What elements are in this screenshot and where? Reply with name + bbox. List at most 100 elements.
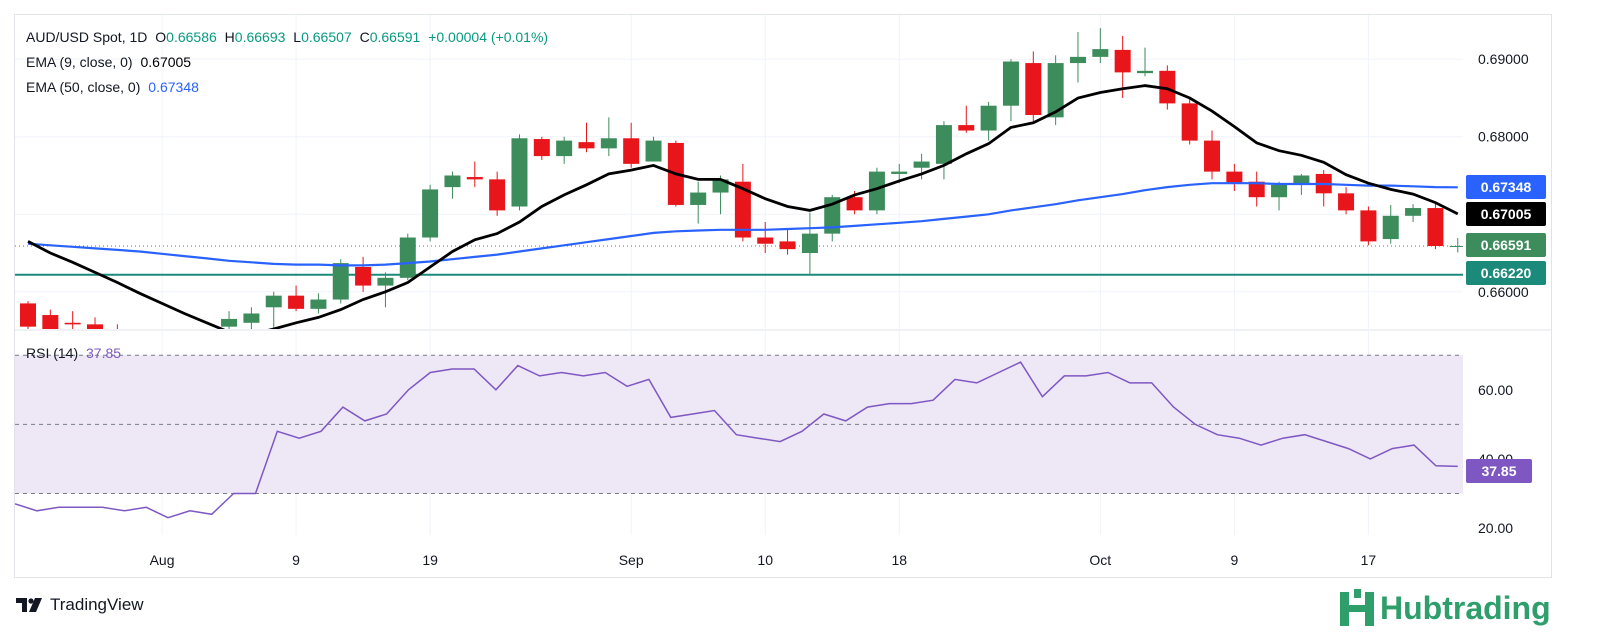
legend-ema50-value: 0.67348: [148, 79, 199, 95]
candle-body: [1338, 193, 1355, 211]
x-tick-label: Oct: [1089, 552, 1111, 568]
candle-body: [1025, 63, 1042, 116]
x-tick-label: 18: [891, 552, 907, 568]
price-tick-label: 0.68000: [1478, 129, 1529, 145]
candle-body: [1360, 210, 1377, 242]
candle-body: [1047, 63, 1064, 118]
candle-body: [288, 295, 305, 309]
candle-body: [757, 237, 774, 244]
candle-body: [1449, 245, 1463, 247]
candle-down: [734, 163, 751, 242]
candle-body: [243, 313, 260, 323]
candle-body: [645, 140, 662, 162]
candle-body: [623, 138, 640, 164]
candle-up: [556, 136, 573, 164]
candle-body: [221, 318, 238, 327]
candle-body: [1137, 70, 1153, 74]
candle-body: [868, 171, 885, 211]
candle-body: [1114, 49, 1131, 73]
candle-up: [645, 136, 662, 162]
candle-down: [757, 222, 774, 254]
legend-low-label: L: [293, 29, 302, 45]
candle-up: [935, 121, 952, 180]
legend-high-label: H: [224, 29, 235, 45]
x-tick-label: Sep: [619, 552, 644, 568]
candle-body: [109, 334, 125, 338]
candle-body: [87, 324, 104, 329]
last-price-tag: 0.66591: [1466, 233, 1546, 257]
candle-body: [712, 179, 729, 193]
candle-body: [1382, 215, 1399, 240]
candle-down: [533, 136, 550, 160]
candle-down: [779, 229, 796, 255]
candle-body: [377, 277, 394, 286]
ema9-price-tag: 0.67005: [1466, 202, 1546, 226]
candle-body: [1427, 208, 1444, 247]
x-tick-label: 19: [422, 552, 438, 568]
x-tick-label: 9: [292, 552, 300, 568]
legend-rsi-row[interactable]: RSI (14) 37.85: [26, 345, 125, 361]
tradingview-logo[interactable]: TradingView: [16, 595, 144, 615]
candle-down: [1025, 51, 1042, 122]
candle-down: [1427, 202, 1444, 250]
candle-down: [109, 324, 125, 338]
legend-ema50-row[interactable]: EMA (50, close, 0) 0.67348: [26, 79, 203, 95]
rsi-line: [15, 361, 1458, 519]
candle-up: [221, 311, 238, 329]
x-tick-label: Aug: [150, 552, 175, 568]
support-price-tag: 0.66220: [1466, 261, 1546, 285]
legend-close: 0.66591: [369, 29, 421, 45]
candle-body: [1271, 184, 1288, 198]
candle-down: [623, 122, 640, 168]
candle-up: [265, 291, 282, 329]
candle-down: [578, 122, 595, 153]
candle-down: [1338, 187, 1355, 215]
candle-body: [556, 140, 573, 157]
rsi-tick-label: 60.00: [1478, 382, 1513, 398]
candle-down: [1248, 171, 1265, 207]
hubtrading-wordmark: Hubtrading: [1380, 589, 1551, 626]
candle-up: [868, 167, 885, 215]
candle-body: [935, 125, 952, 164]
hubtrading-icon: [1340, 589, 1374, 626]
legend-close-label: C: [359, 29, 370, 45]
x-tick-label: 17: [1361, 552, 1377, 568]
candle-up: [1405, 204, 1422, 223]
legend-rsi-label: RSI (14): [26, 345, 79, 361]
candle-up: [690, 181, 707, 224]
legend-ema9-value: 0.67005: [140, 54, 192, 70]
candle-up: [310, 293, 327, 314]
legend-ema9-label: EMA (9, close, 0): [26, 54, 133, 70]
candle-body: [42, 315, 59, 329]
candle-up: [980, 101, 997, 141]
candle-down: [1315, 170, 1332, 207]
candle-body: [332, 263, 349, 300]
candle-body: [1069, 56, 1086, 64]
legend-high: 0.66693: [234, 29, 286, 45]
legend-ema9-row[interactable]: EMA (9, close, 0) 0.67005: [26, 54, 195, 70]
candle-body: [20, 303, 36, 327]
candle-up: [1092, 28, 1109, 64]
candle-up: [243, 307, 260, 329]
candle-down: [1360, 206, 1377, 246]
candle-body: [199, 342, 215, 350]
candle-body: [310, 299, 327, 309]
candle-body: [1181, 103, 1198, 141]
tradingview-wordmark: TradingView: [50, 595, 144, 614]
candle-body: [734, 181, 751, 238]
candle-up: [511, 134, 528, 211]
candle-body: [1405, 208, 1422, 216]
candle-body: [1092, 49, 1109, 57]
candle-up: [1002, 59, 1019, 122]
candle-up: [132, 332, 148, 354]
candle-up: [600, 117, 617, 157]
candle-body: [1248, 181, 1265, 198]
candle-up: [1047, 55, 1064, 126]
candle-down: [288, 285, 305, 312]
candle-down: [489, 171, 506, 216]
candle-body: [355, 266, 372, 286]
candle-body: [980, 105, 997, 131]
candle-body: [578, 142, 595, 149]
candle-body: [1204, 140, 1221, 172]
x-tick-label: 9: [1230, 552, 1238, 568]
